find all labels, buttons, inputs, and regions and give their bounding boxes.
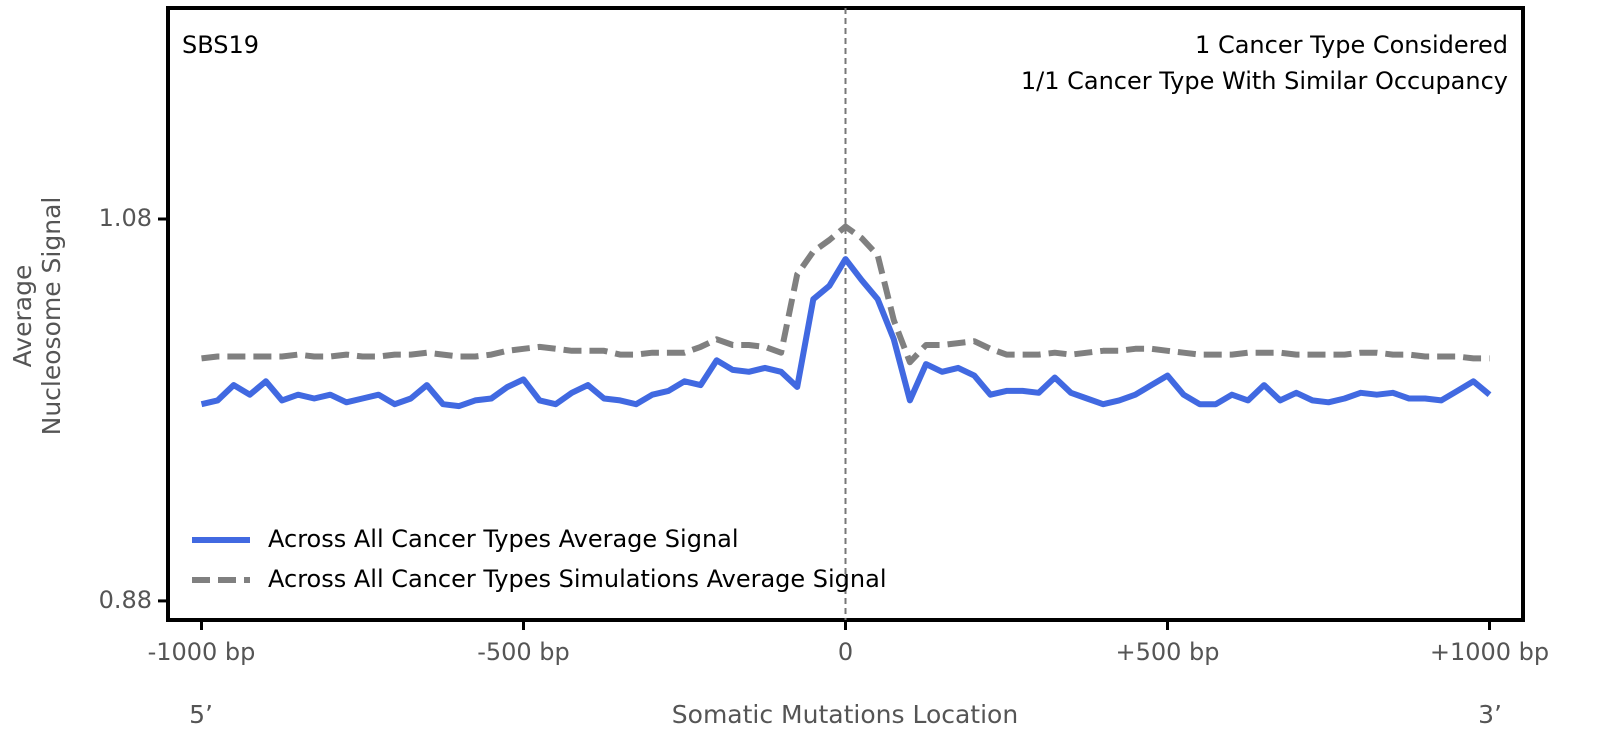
- x-tick-label: +1000 bp: [1430, 638, 1549, 666]
- annotation: 1/1 Cancer Type With Similar Occupancy: [1021, 67, 1508, 95]
- x-tick-label: -500 bp: [477, 638, 570, 666]
- x-tick-label: +500 bp: [1115, 638, 1219, 666]
- y-axis-title: Nucleosome Signal: [37, 197, 66, 436]
- legend-label: Across All Cancer Types Simulations Aver…: [268, 565, 887, 593]
- signature-label: SBS19: [182, 31, 259, 59]
- x-tick-label: -1000 bp: [148, 638, 256, 666]
- y-tick-label: 1.08: [99, 204, 152, 232]
- annotation: 1 Cancer Type Considered: [1195, 31, 1508, 59]
- y-tick-label: 0.88: [99, 586, 152, 614]
- series-line: [201, 223, 1490, 366]
- legend-label: Across All Cancer Types Average Signal: [268, 525, 739, 553]
- end-label: 5’: [189, 700, 213, 729]
- series-line: [200, 256, 1492, 410]
- end-label: 3’: [1478, 700, 1502, 729]
- x-tick-label: 0: [838, 638, 853, 666]
- x-axis-title: Somatic Mutations Location: [672, 700, 1018, 729]
- y-axis-title: Average: [8, 265, 37, 368]
